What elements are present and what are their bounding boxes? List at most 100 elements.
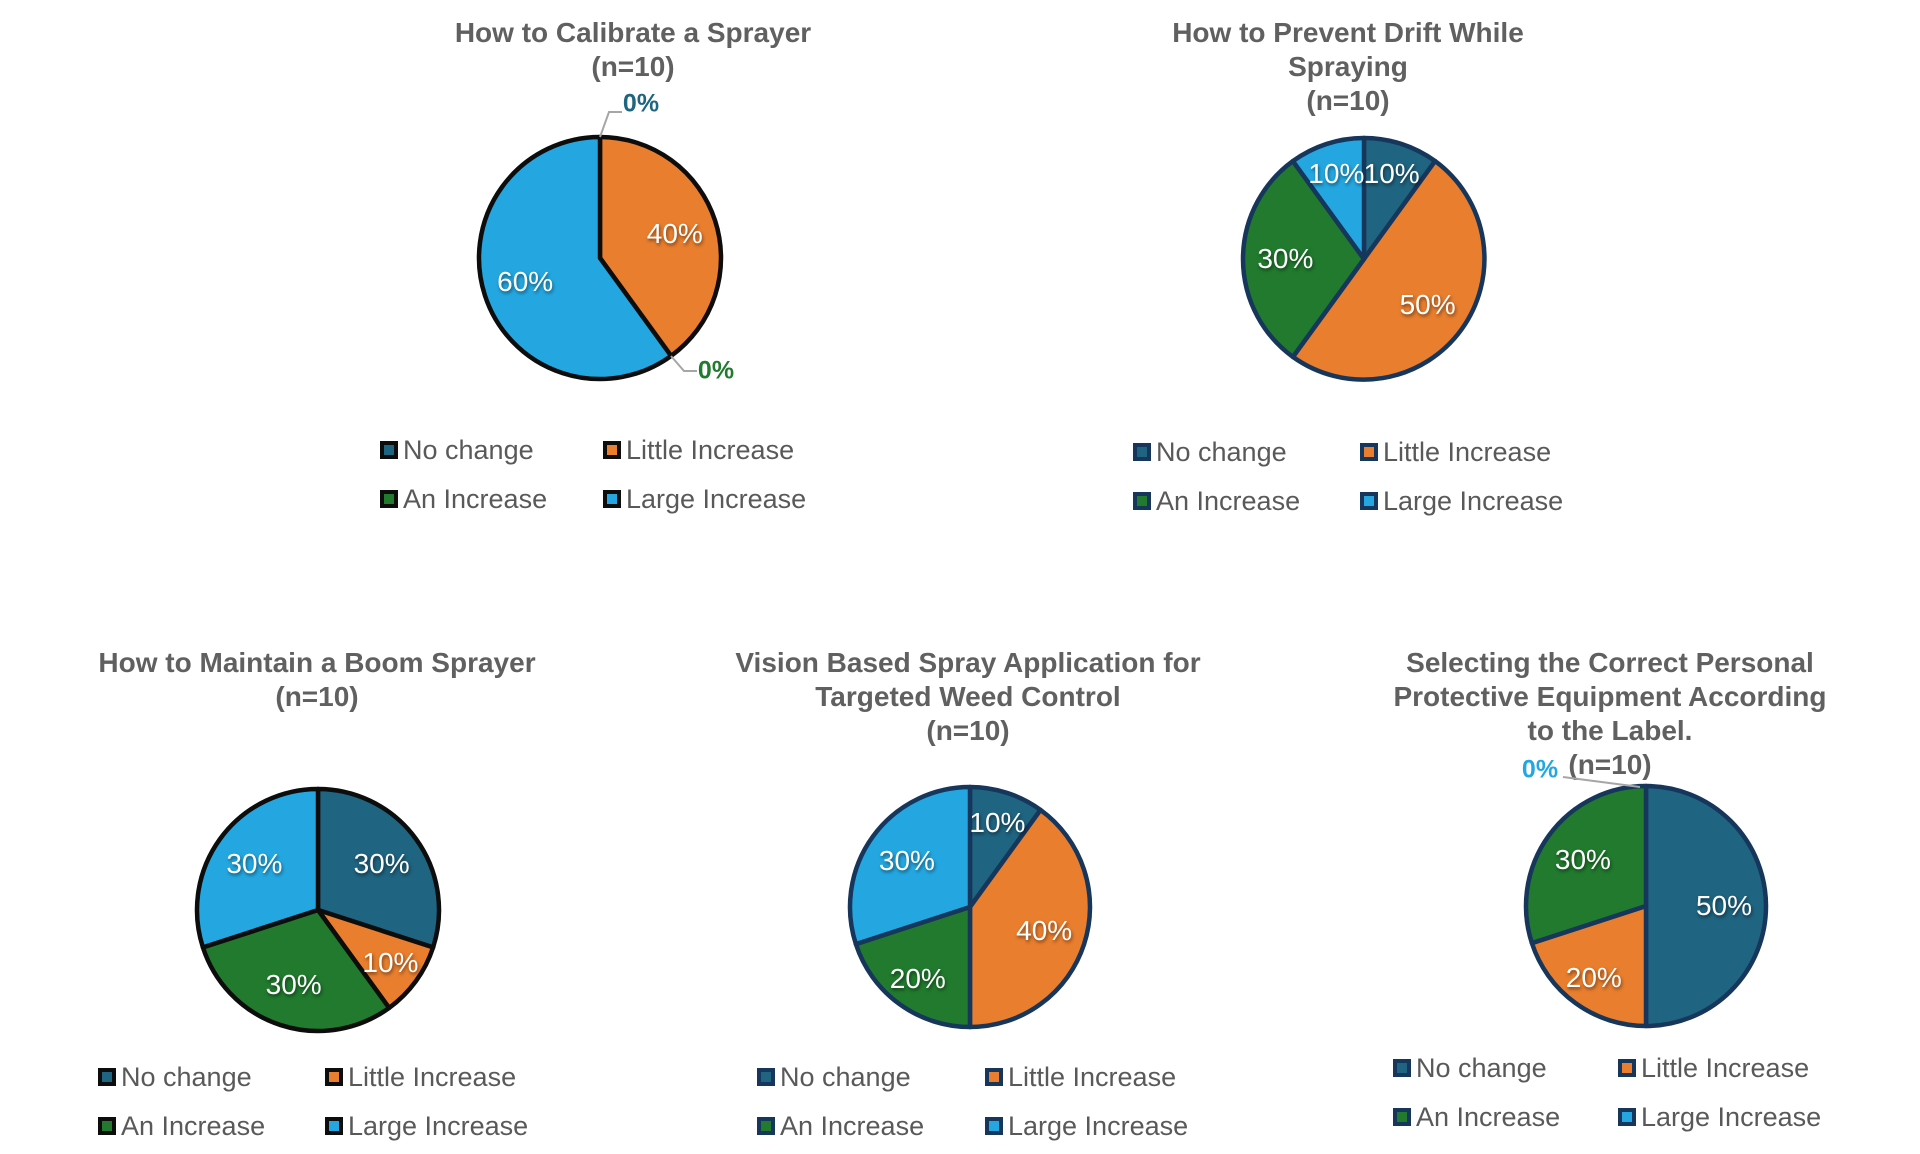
legend-label: Large Increase (1008, 1111, 1189, 1141)
legend-item-an-increase: An Increase (1393, 1102, 1618, 1133)
legend-label: No change (780, 1062, 911, 1092)
legend-swatch (757, 1117, 775, 1135)
legend-label: No change (1416, 1053, 1547, 1083)
data-label: 30% (265, 968, 322, 1000)
pie-slice-no-change (1643, 783, 1769, 1029)
legend-swatch (1360, 443, 1378, 461)
pie-slice-no-change (315, 786, 442, 950)
legend-label: Little Increase (348, 1062, 517, 1092)
pie-slice-large-increase (847, 784, 973, 947)
legend-item-an-increase: An Increase (757, 1111, 985, 1142)
legend-label: An Increase (1156, 486, 1301, 516)
legend-item-large-increase: Large Increase (1360, 486, 1563, 517)
legend-item-little-increase: Little Increase (325, 1062, 528, 1093)
legend-swatch (380, 490, 398, 508)
legend-swatch (380, 441, 398, 459)
legend-item-no-change: No change (98, 1062, 325, 1093)
data-label: 40% (1016, 915, 1073, 947)
chart-legend: No change Little Increase An Increase Large… (98, 1062, 528, 1142)
chart-title-line: Selecting the Correct Personal (1406, 647, 1814, 678)
legend-label: No change (403, 435, 534, 465)
callout-leader-line (599, 111, 622, 138)
zero-callout-label: 0% (622, 89, 660, 118)
pie-slice-little-increase (1290, 158, 1487, 382)
pie-slice-large-increase (194, 786, 321, 950)
chart-title: Vision Based Spray Application for Target… (735, 646, 1200, 748)
pie-chart (1523, 776, 1769, 1029)
pie-chart (1240, 135, 1487, 382)
legend-item-an-increase: An Increase (380, 484, 603, 515)
legend-label: Little Increase (1008, 1062, 1177, 1092)
data-label: 30% (1257, 243, 1314, 274)
legend-item-large-increase: Large Increase (985, 1111, 1188, 1142)
chart-title-line: to the Label. (1527, 715, 1693, 746)
legend-item-large-increase: Large Increase (603, 484, 806, 515)
data-label: 50% (1399, 289, 1456, 321)
legend-item-little-increase: Little Increase (1618, 1053, 1821, 1084)
pie-slice-large-increase (476, 134, 674, 382)
chart-title-line: How to Prevent Drift While (1172, 17, 1524, 48)
legend-item-little-increase: Little Increase (985, 1062, 1188, 1093)
data-label: 60% (497, 266, 554, 298)
legend-label: An Increase (121, 1111, 266, 1141)
data-label: 10% (1308, 157, 1365, 189)
chart-legend: No change Little Increase An Increase Large… (757, 1062, 1188, 1142)
legend-label: No change (1156, 437, 1287, 467)
legend-item-no-change: No change (1133, 437, 1360, 468)
pie-slice-an-increase (1523, 783, 1649, 946)
pie-slice-an-increase (1240, 158, 1367, 360)
chart-legend: No change Little Increase An Increase Large… (380, 435, 806, 515)
data-label: 50% (1695, 890, 1753, 921)
legend-item-no-change: No change (757, 1062, 985, 1093)
legend-swatch (603, 441, 621, 459)
legend-swatch (757, 1068, 775, 1086)
data-label: 10% (969, 806, 1026, 838)
legend-swatch (1618, 1059, 1636, 1077)
chart-legend: No change Little Increase An Increase Large… (1133, 437, 1563, 517)
legend-swatch (98, 1117, 116, 1135)
pie-chart (476, 111, 724, 382)
chart-title-line: Targeted Weed Control (815, 681, 1121, 712)
legend-swatch (1133, 492, 1151, 510)
chart-title-line: Vision Based Spray Application for (735, 647, 1201, 678)
legend-swatch (603, 490, 621, 508)
legend-label: An Increase (1416, 1102, 1561, 1132)
pie-slice-large-increase (1290, 135, 1367, 262)
chart-title-line: (n=10) (1568, 749, 1652, 780)
chart-title: How to Maintain a Boom Sprayer (n=10) (98, 646, 535, 714)
chart-legend: No change Little Increase An Increase Large… (1393, 1053, 1821, 1133)
chart-title-line: Protective Equipment According (1393, 681, 1827, 712)
legend-label: Large Increase (626, 484, 807, 514)
data-label: 30% (878, 845, 935, 877)
chart-title: Selecting the Correct Personal Protective… (1393, 646, 1826, 782)
zero-callout-label: 0% (697, 356, 735, 385)
legend-swatch (98, 1068, 116, 1086)
pie-slice-an-increase (200, 907, 392, 1034)
chart-title-line: How to Maintain a Boom Sprayer (98, 647, 536, 678)
callout-leader-line (1562, 776, 1641, 788)
legend-swatch (985, 1117, 1003, 1135)
chart-title-line: (n=10) (275, 681, 359, 712)
legend-label: An Increase (780, 1111, 925, 1141)
chart-title: How to Prevent Drift While Spraying (n=10) (1172, 16, 1524, 118)
legend-label: Large Increase (1383, 486, 1564, 516)
pie-slice-little-increase (597, 134, 724, 359)
legend-label: No change (121, 1062, 252, 1092)
zero-callout-label: 0% (1521, 755, 1559, 784)
legend-item-no-change: No change (1393, 1053, 1618, 1084)
legend-swatch (1360, 492, 1378, 510)
legend-label: Large Increase (1641, 1102, 1822, 1132)
data-label: 20% (1565, 961, 1622, 993)
legend-label: Little Increase (1383, 437, 1552, 467)
legend-swatch (325, 1117, 343, 1135)
legend-item-large-increase: Large Increase (325, 1111, 528, 1142)
legend-label: Little Increase (626, 435, 795, 465)
chart-title-line: (n=10) (591, 51, 675, 82)
chart-title-line: (n=10) (1306, 85, 1390, 116)
legend-swatch (325, 1068, 343, 1086)
pie-chart (194, 786, 442, 1034)
data-label: 10% (362, 946, 419, 978)
legend-item-large-increase: Large Increase (1618, 1102, 1821, 1133)
chart-title: How to Calibrate a Sprayer (n=10) (455, 16, 811, 84)
